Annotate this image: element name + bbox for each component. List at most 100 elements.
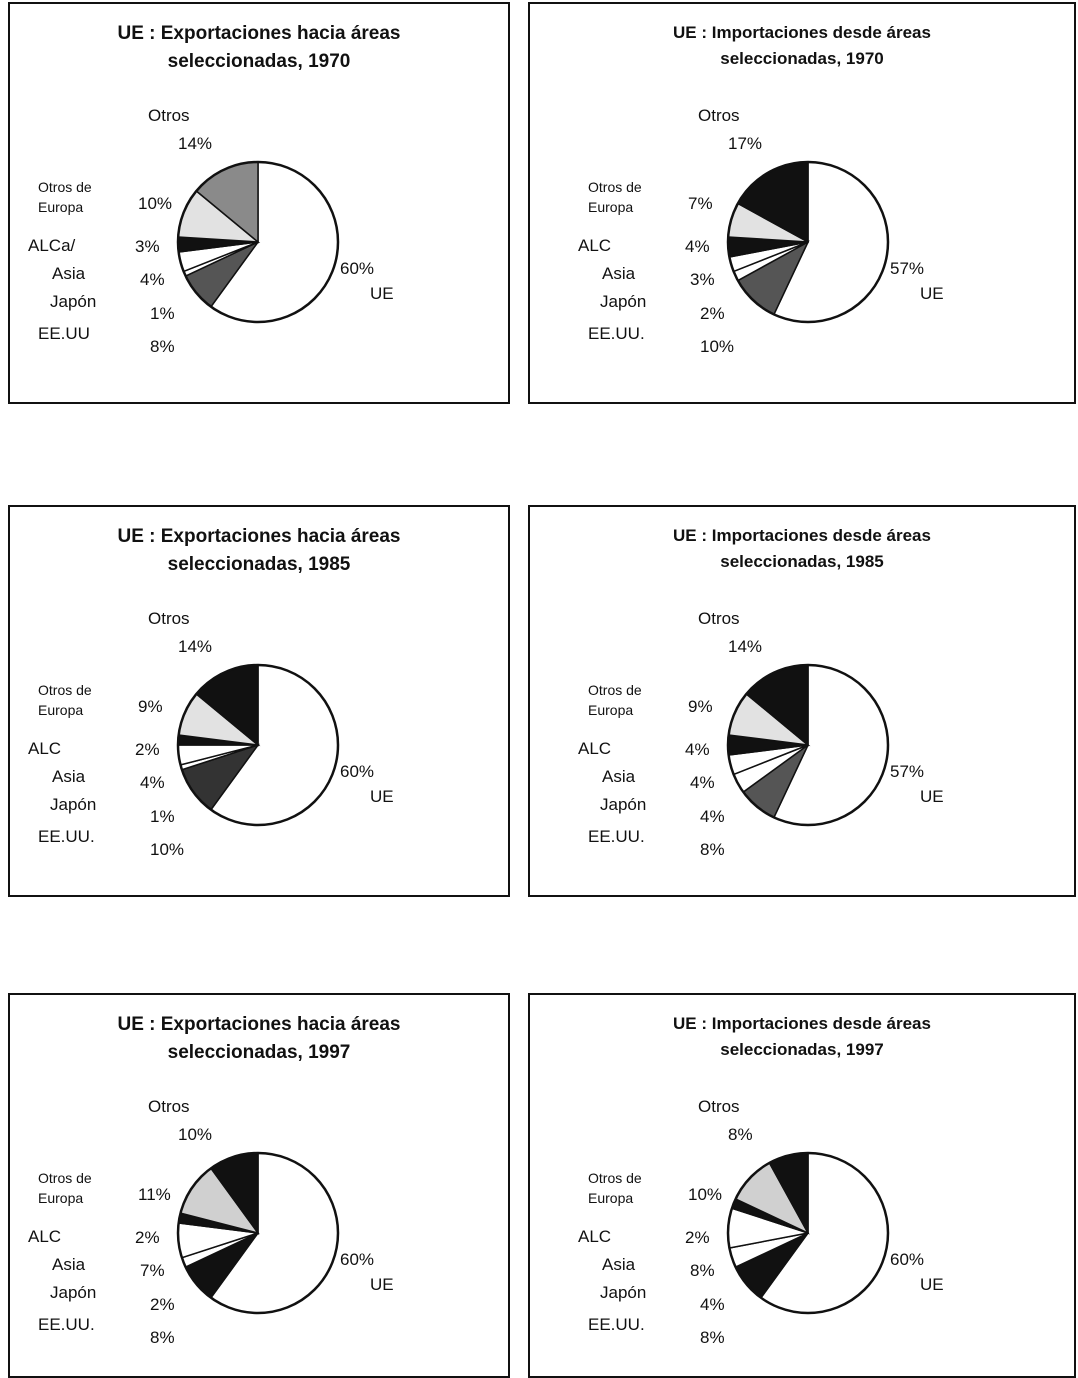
value-label: 1% bbox=[150, 304, 175, 323]
value-label: 14% bbox=[178, 134, 213, 153]
value-label: 57% bbox=[890, 762, 925, 781]
value-label: 60% bbox=[340, 1250, 375, 1269]
value-label: 14% bbox=[178, 637, 213, 656]
chart-title: UE : Importaciones desde áreas seleccion… bbox=[673, 1014, 931, 1059]
pie bbox=[726, 160, 890, 324]
category-label: Otros de Europa bbox=[588, 179, 642, 215]
value-label: 2% bbox=[700, 304, 725, 323]
pie bbox=[726, 1151, 890, 1315]
value-label: 10% bbox=[150, 840, 185, 859]
chart-panel: UE : Importaciones desde áreas seleccion… bbox=[528, 505, 1076, 897]
value-label: 8% bbox=[150, 337, 175, 356]
category-label: EE.UU. bbox=[38, 827, 95, 846]
category-label: Otros bbox=[698, 106, 740, 125]
value-label: 7% bbox=[688, 194, 713, 213]
category-label: Japón bbox=[50, 1283, 97, 1302]
value-label: 8% bbox=[728, 1125, 753, 1144]
category-label: Asia bbox=[52, 264, 86, 283]
value-label: 7% bbox=[140, 1261, 165, 1280]
category-label: Japón bbox=[600, 795, 647, 814]
category-label: Japón bbox=[50, 292, 97, 311]
category-label: UE bbox=[370, 787, 394, 806]
category-label: Otros de Europa bbox=[588, 1170, 642, 1206]
pie-outline bbox=[176, 160, 340, 324]
category-label: Asia bbox=[52, 767, 86, 786]
category-label: Otros bbox=[148, 106, 190, 125]
value-label: 1% bbox=[150, 807, 175, 826]
value-label: 4% bbox=[700, 1295, 725, 1314]
value-label: 10% bbox=[138, 194, 173, 213]
value-label: 4% bbox=[685, 237, 710, 256]
value-label: 17% bbox=[728, 134, 763, 153]
value-label: 4% bbox=[685, 740, 710, 759]
value-label: 8% bbox=[700, 1328, 725, 1347]
value-label: 2% bbox=[135, 1228, 160, 1247]
value-label: 14% bbox=[728, 637, 763, 656]
value-label: 2% bbox=[135, 740, 160, 759]
category-label: UE bbox=[370, 284, 394, 303]
value-label: 57% bbox=[890, 259, 925, 278]
pie bbox=[726, 663, 890, 827]
category-label: Otros bbox=[148, 1097, 190, 1116]
category-label: ALCa/ bbox=[28, 236, 76, 255]
chart-title: UE : Exportaciones hacia áreas seleccion… bbox=[117, 526, 401, 575]
value-label: 2% bbox=[685, 1228, 710, 1247]
value-label: 10% bbox=[688, 1185, 723, 1204]
value-label: 10% bbox=[178, 1125, 213, 1144]
value-label: 4% bbox=[140, 270, 165, 289]
category-label: Otros de Europa bbox=[588, 682, 642, 718]
value-label: 8% bbox=[700, 840, 725, 859]
category-label: ALC bbox=[28, 739, 62, 758]
chart-title: UE : Exportaciones hacia áreas seleccion… bbox=[117, 23, 401, 72]
chart-title: UE : Importaciones desde áreas seleccion… bbox=[673, 23, 931, 68]
chart-panel: UE : Exportaciones hacia áreas seleccion… bbox=[8, 993, 510, 1378]
value-label: 60% bbox=[890, 1250, 925, 1269]
pie-outline bbox=[176, 663, 340, 827]
category-label: Otros de Europa bbox=[38, 1170, 92, 1206]
category-label: ALC bbox=[28, 1227, 62, 1246]
value-label: 9% bbox=[138, 697, 163, 716]
category-label: Asia bbox=[52, 1255, 86, 1274]
pie-outline bbox=[176, 1151, 340, 1315]
pie bbox=[176, 663, 340, 827]
pie bbox=[176, 160, 340, 324]
value-label: 8% bbox=[690, 1261, 715, 1280]
category-label: UE bbox=[920, 1275, 944, 1294]
value-label: 3% bbox=[690, 270, 715, 289]
chart-panel: UE : Importaciones desde áreas seleccion… bbox=[528, 993, 1076, 1378]
category-label: ALC bbox=[578, 236, 612, 255]
pie-outline bbox=[726, 1151, 890, 1315]
pie-outline bbox=[726, 160, 890, 324]
value-label: 11% bbox=[138, 1185, 171, 1204]
category-label: Otros de Europa bbox=[38, 179, 92, 215]
value-label: 4% bbox=[700, 807, 725, 826]
category-label: EE.UU. bbox=[588, 1315, 645, 1334]
category-label: EE.UU. bbox=[588, 827, 645, 846]
value-label: 2% bbox=[150, 1295, 175, 1314]
value-label: 60% bbox=[340, 762, 375, 781]
category-label: Otros de Europa bbox=[38, 682, 92, 718]
value-label: 4% bbox=[690, 773, 715, 792]
pie-outline bbox=[726, 663, 890, 827]
category-label: Japón bbox=[50, 795, 97, 814]
category-label: Asia bbox=[602, 1255, 636, 1274]
category-label: ALC bbox=[578, 739, 612, 758]
category-label: Japón bbox=[600, 292, 647, 311]
category-label: Otros bbox=[148, 609, 190, 628]
value-label: 9% bbox=[688, 697, 713, 716]
category-label: Otros bbox=[698, 1097, 740, 1116]
chart-title: UE : Importaciones desde áreas seleccion… bbox=[673, 526, 931, 571]
category-label: Otros bbox=[698, 609, 740, 628]
value-label: 3% bbox=[135, 237, 160, 256]
category-label: Asia bbox=[602, 264, 636, 283]
category-label: UE bbox=[920, 284, 944, 303]
chart-panel: UE : Exportaciones hacia áreas seleccion… bbox=[8, 505, 510, 897]
category-label: EE.UU bbox=[38, 324, 90, 343]
category-label: EE.UU. bbox=[588, 324, 645, 343]
category-label: ALC bbox=[578, 1227, 612, 1246]
value-label: 60% bbox=[340, 259, 375, 278]
value-label: 4% bbox=[140, 773, 165, 792]
category-label: UE bbox=[920, 787, 944, 806]
category-label: Japón bbox=[600, 1283, 647, 1302]
